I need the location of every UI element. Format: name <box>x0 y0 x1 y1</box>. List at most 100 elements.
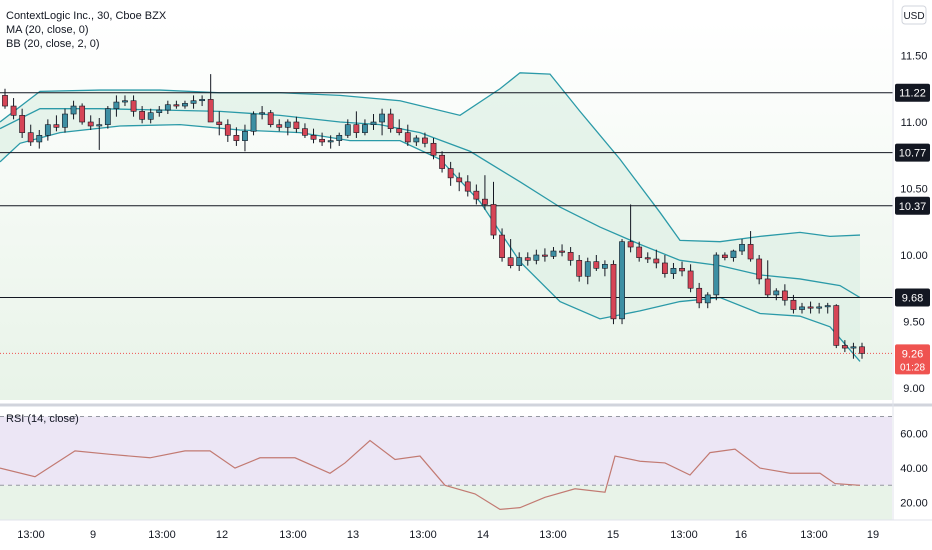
candle[interactable] <box>362 119 368 136</box>
candle[interactable] <box>516 252 523 271</box>
candle[interactable] <box>113 95 120 117</box>
candle[interactable] <box>473 184 480 205</box>
candle[interactable] <box>739 239 745 255</box>
candle[interactable] <box>679 261 685 277</box>
candle[interactable] <box>242 124 248 152</box>
candle[interactable] <box>216 111 223 136</box>
candle[interactable] <box>2 88 8 109</box>
candle[interactable] <box>542 248 548 262</box>
candle[interactable] <box>773 288 780 301</box>
candle[interactable] <box>130 95 137 117</box>
candle[interactable] <box>62 108 68 133</box>
candle[interactable] <box>276 119 283 132</box>
candle[interactable] <box>207 74 214 123</box>
candle[interactable] <box>396 119 403 136</box>
candle[interactable] <box>550 247 557 259</box>
candle[interactable] <box>439 151 445 173</box>
candle[interactable] <box>104 106 111 129</box>
candle[interactable] <box>567 247 574 266</box>
candle[interactable] <box>224 119 231 142</box>
candle[interactable] <box>156 106 163 117</box>
candle[interactable] <box>327 135 334 149</box>
candle[interactable] <box>456 172 463 192</box>
candle[interactable] <box>353 111 360 138</box>
candle[interactable] <box>44 119 51 141</box>
candle[interactable] <box>713 252 720 301</box>
candle[interactable] <box>319 132 325 146</box>
candle[interactable] <box>747 231 754 262</box>
candle[interactable] <box>499 228 505 262</box>
candle[interactable] <box>781 284 788 306</box>
candle[interactable] <box>182 100 188 109</box>
candle[interactable] <box>636 241 643 262</box>
candle[interactable] <box>756 255 763 285</box>
candle[interactable] <box>610 260 617 325</box>
candle[interactable] <box>824 302 831 314</box>
candle[interactable] <box>199 95 206 107</box>
candle[interactable] <box>96 118 103 150</box>
candle[interactable] <box>233 127 240 146</box>
candle[interactable] <box>310 128 317 144</box>
candle[interactable] <box>619 239 625 325</box>
candle[interactable] <box>10 98 17 120</box>
candle[interactable] <box>70 100 77 120</box>
candle[interactable] <box>644 252 651 263</box>
candle[interactable] <box>833 304 840 349</box>
candle[interactable] <box>850 342 857 359</box>
candle[interactable] <box>122 95 128 107</box>
candle[interactable] <box>87 115 94 130</box>
candle[interactable] <box>139 106 146 124</box>
candle[interactable] <box>696 282 703 309</box>
candle[interactable] <box>576 255 583 282</box>
candle[interactable] <box>430 137 437 160</box>
candle[interactable] <box>533 249 540 265</box>
candle[interactable] <box>250 111 257 136</box>
candle[interactable] <box>627 204 634 253</box>
candle[interactable] <box>799 302 805 314</box>
candle[interactable] <box>704 292 711 309</box>
candle[interactable] <box>653 249 660 269</box>
candle[interactable] <box>507 239 514 269</box>
candle[interactable] <box>36 129 43 149</box>
candle[interactable] <box>19 108 26 138</box>
candle[interactable] <box>584 257 591 285</box>
candle[interactable] <box>370 114 377 130</box>
bb-indicator-label[interactable]: BB (20, close, 2, 0) <box>6 38 100 50</box>
candle[interactable] <box>267 110 274 128</box>
candle[interactable] <box>190 95 197 109</box>
candle[interactable] <box>490 181 497 240</box>
candle[interactable] <box>79 103 86 125</box>
candle[interactable] <box>730 249 737 262</box>
candle[interactable] <box>259 106 265 120</box>
candle[interactable] <box>447 161 454 186</box>
candle[interactable] <box>284 119 291 136</box>
candle[interactable] <box>344 119 351 138</box>
ma-indicator-label[interactable]: MA (20, close, 0) <box>6 24 89 36</box>
candle[interactable] <box>661 255 668 278</box>
candle[interactable] <box>593 255 600 271</box>
currency-box[interactable] <box>901 5 927 25</box>
candle[interactable] <box>422 132 428 148</box>
candle[interactable] <box>379 108 385 136</box>
candle[interactable] <box>27 124 34 146</box>
candle[interactable] <box>790 294 797 314</box>
candle[interactable] <box>841 340 848 353</box>
candle[interactable] <box>559 244 565 257</box>
candle[interactable] <box>164 100 171 115</box>
candle[interactable] <box>764 260 771 298</box>
candle[interactable] <box>464 175 471 197</box>
candle[interactable] <box>601 260 608 277</box>
candle[interactable] <box>302 123 308 138</box>
candle[interactable] <box>387 108 394 133</box>
candle[interactable] <box>670 262 677 279</box>
candle[interactable] <box>413 135 420 146</box>
candle[interactable] <box>293 116 300 133</box>
candle[interactable] <box>524 252 531 266</box>
candle[interactable] <box>336 132 343 146</box>
rsi-indicator-label[interactable]: RSI (14, close) <box>6 413 79 425</box>
candle[interactable] <box>816 302 823 314</box>
candle[interactable] <box>721 252 728 261</box>
candle[interactable] <box>53 115 60 132</box>
candle[interactable] <box>173 100 180 109</box>
